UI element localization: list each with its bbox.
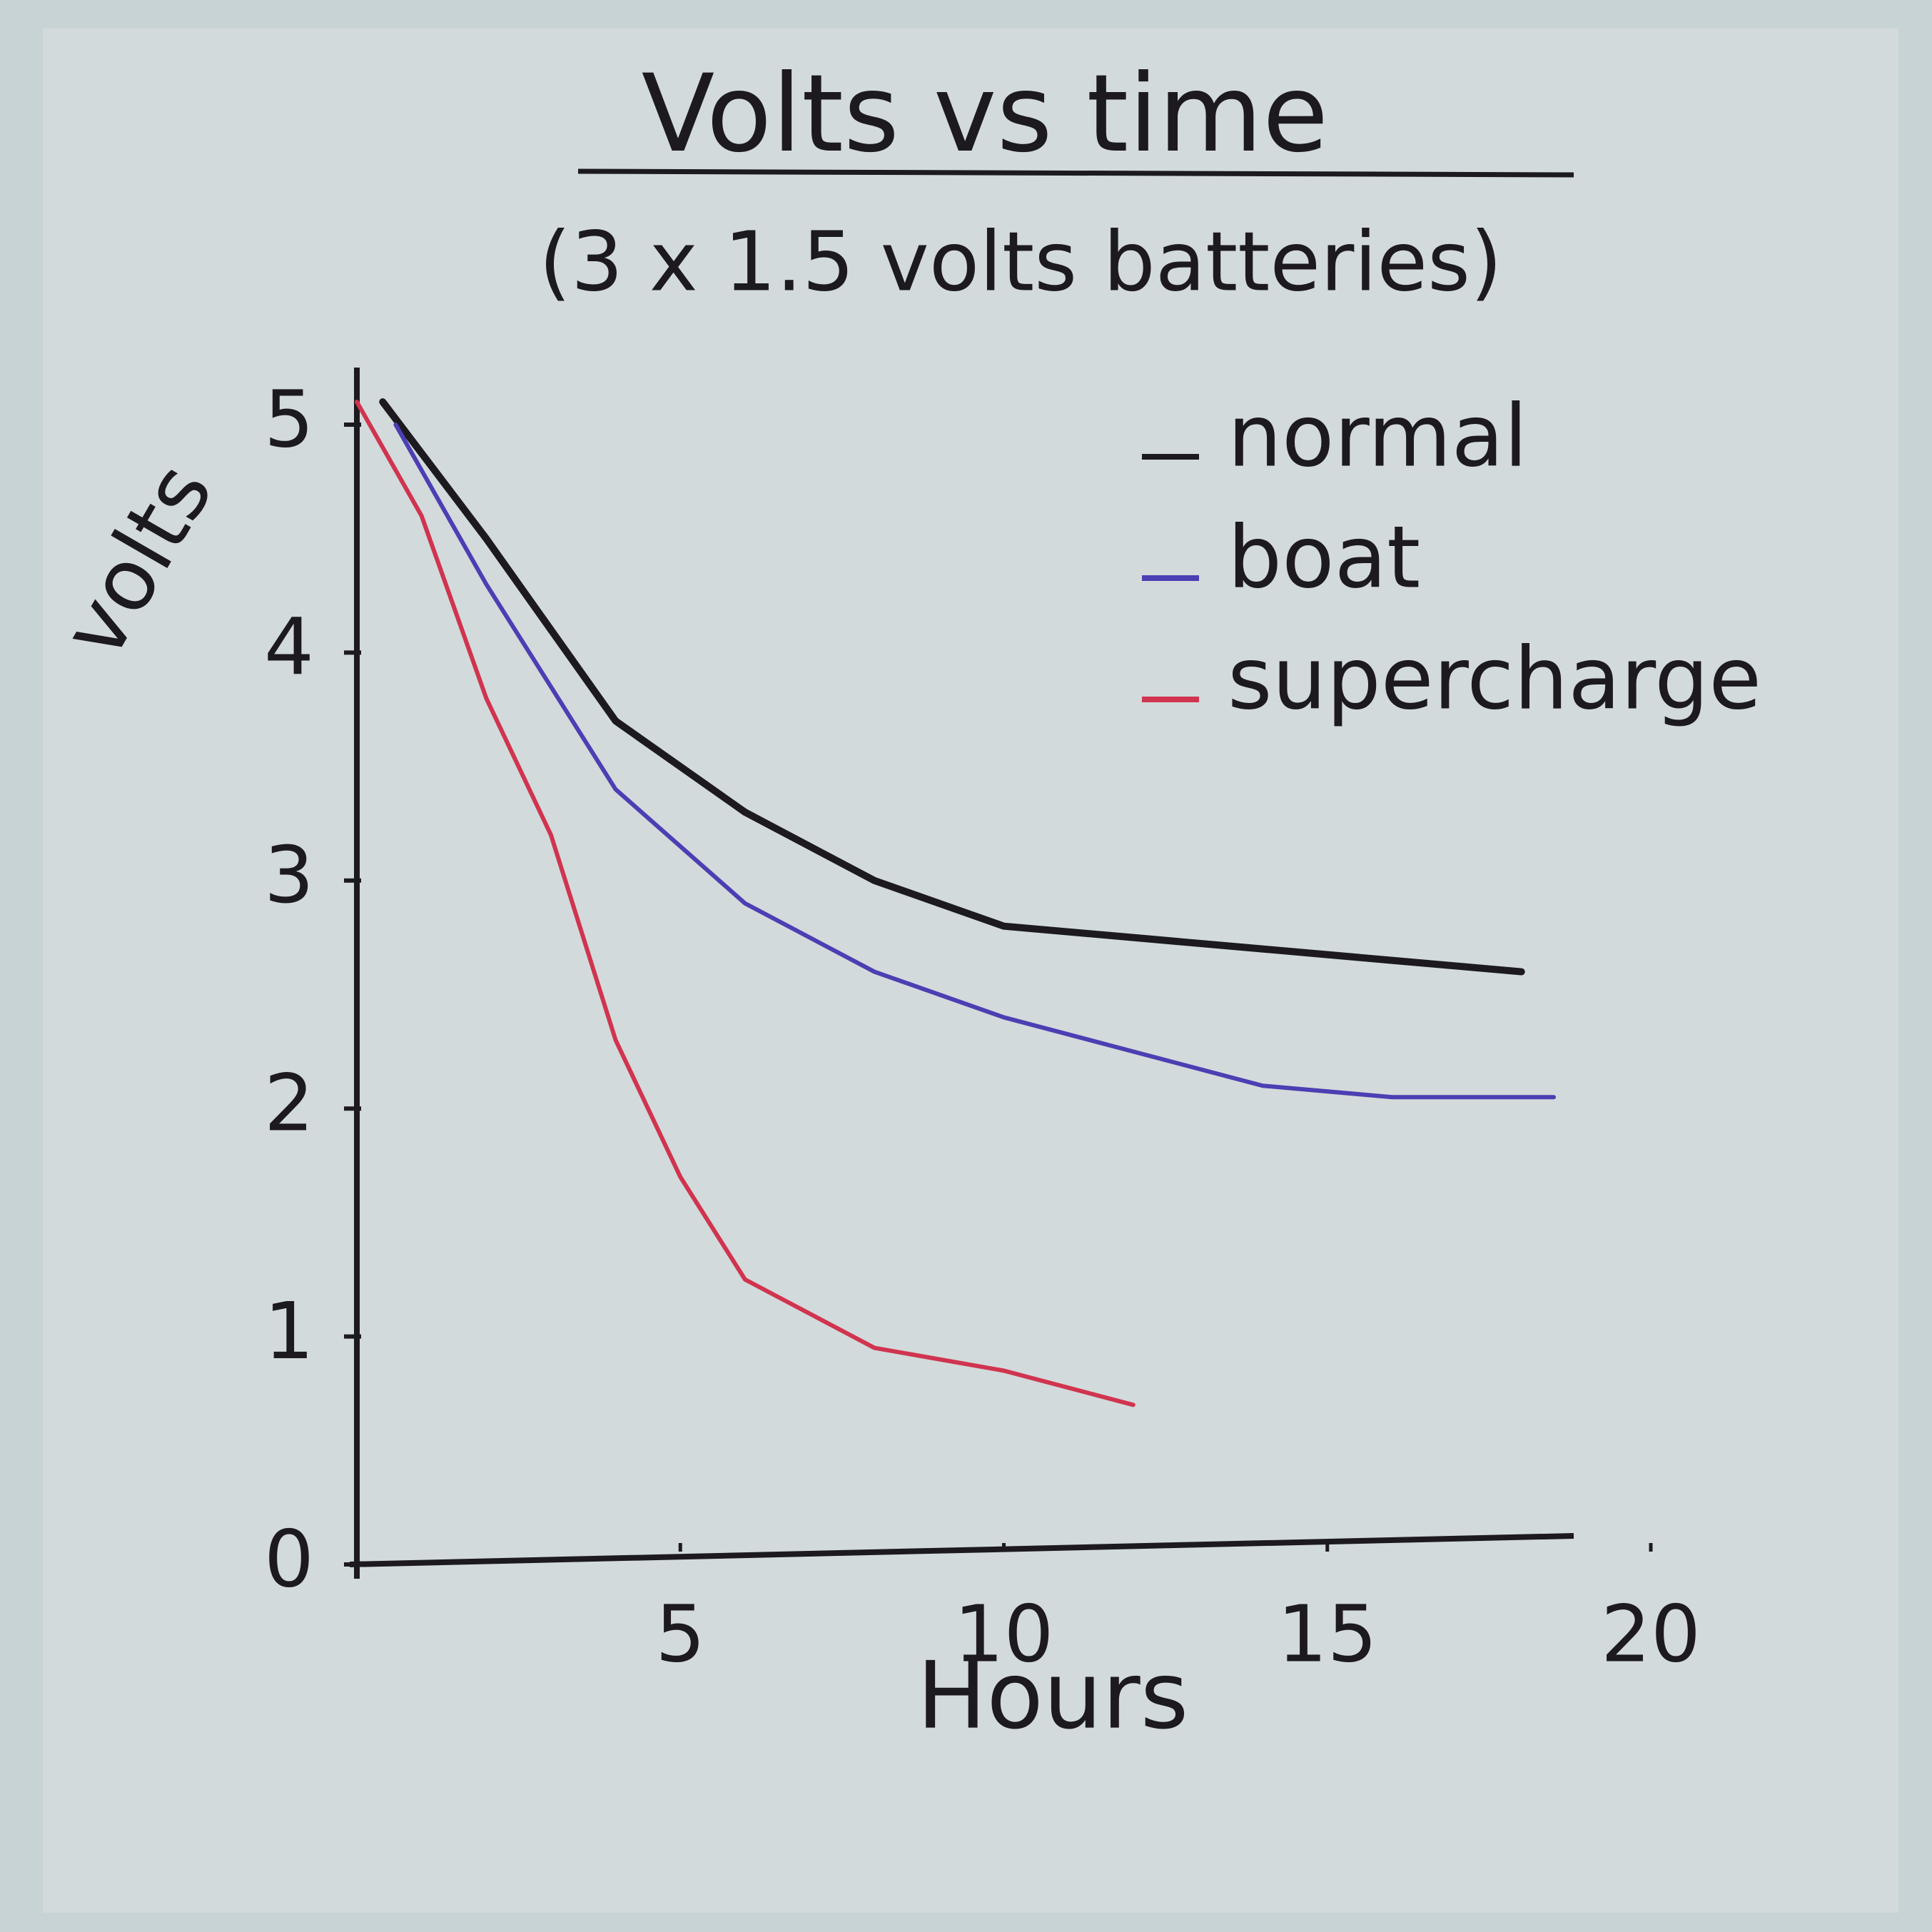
- series-line: [355, 400, 1136, 1407]
- y-tick-label: 2: [264, 1057, 314, 1148]
- paper: [43, 29, 1898, 1913]
- x-tick-label: 20: [1601, 1588, 1701, 1679]
- y-tick-label: 0: [264, 1513, 314, 1604]
- x-tick-label: 15: [1278, 1588, 1377, 1679]
- title-underline: [577, 168, 1574, 178]
- x-axis: [349, 1533, 1574, 1567]
- x-tick-label: 10: [954, 1588, 1054, 1679]
- y-tick-label: 3: [264, 829, 314, 921]
- legend-label: normal: [1228, 388, 1527, 487]
- legend-label: supercharge: [1228, 630, 1761, 729]
- chart-title: Volts vs time: [642, 52, 1329, 176]
- y-tick-label: 4: [264, 602, 314, 693]
- y-tick-label: 1: [264, 1285, 314, 1377]
- series-line: [393, 423, 1557, 1100]
- x-tick-label: 5: [655, 1588, 705, 1679]
- legend-label: boat: [1228, 509, 1420, 608]
- series-line: [379, 398, 1525, 976]
- chart-subtitle: (3 x 1.5 volts batteries): [539, 215, 1502, 310]
- y-tick-label: 5: [264, 373, 314, 465]
- x-axis-label: Hours: [917, 1642, 1189, 1750]
